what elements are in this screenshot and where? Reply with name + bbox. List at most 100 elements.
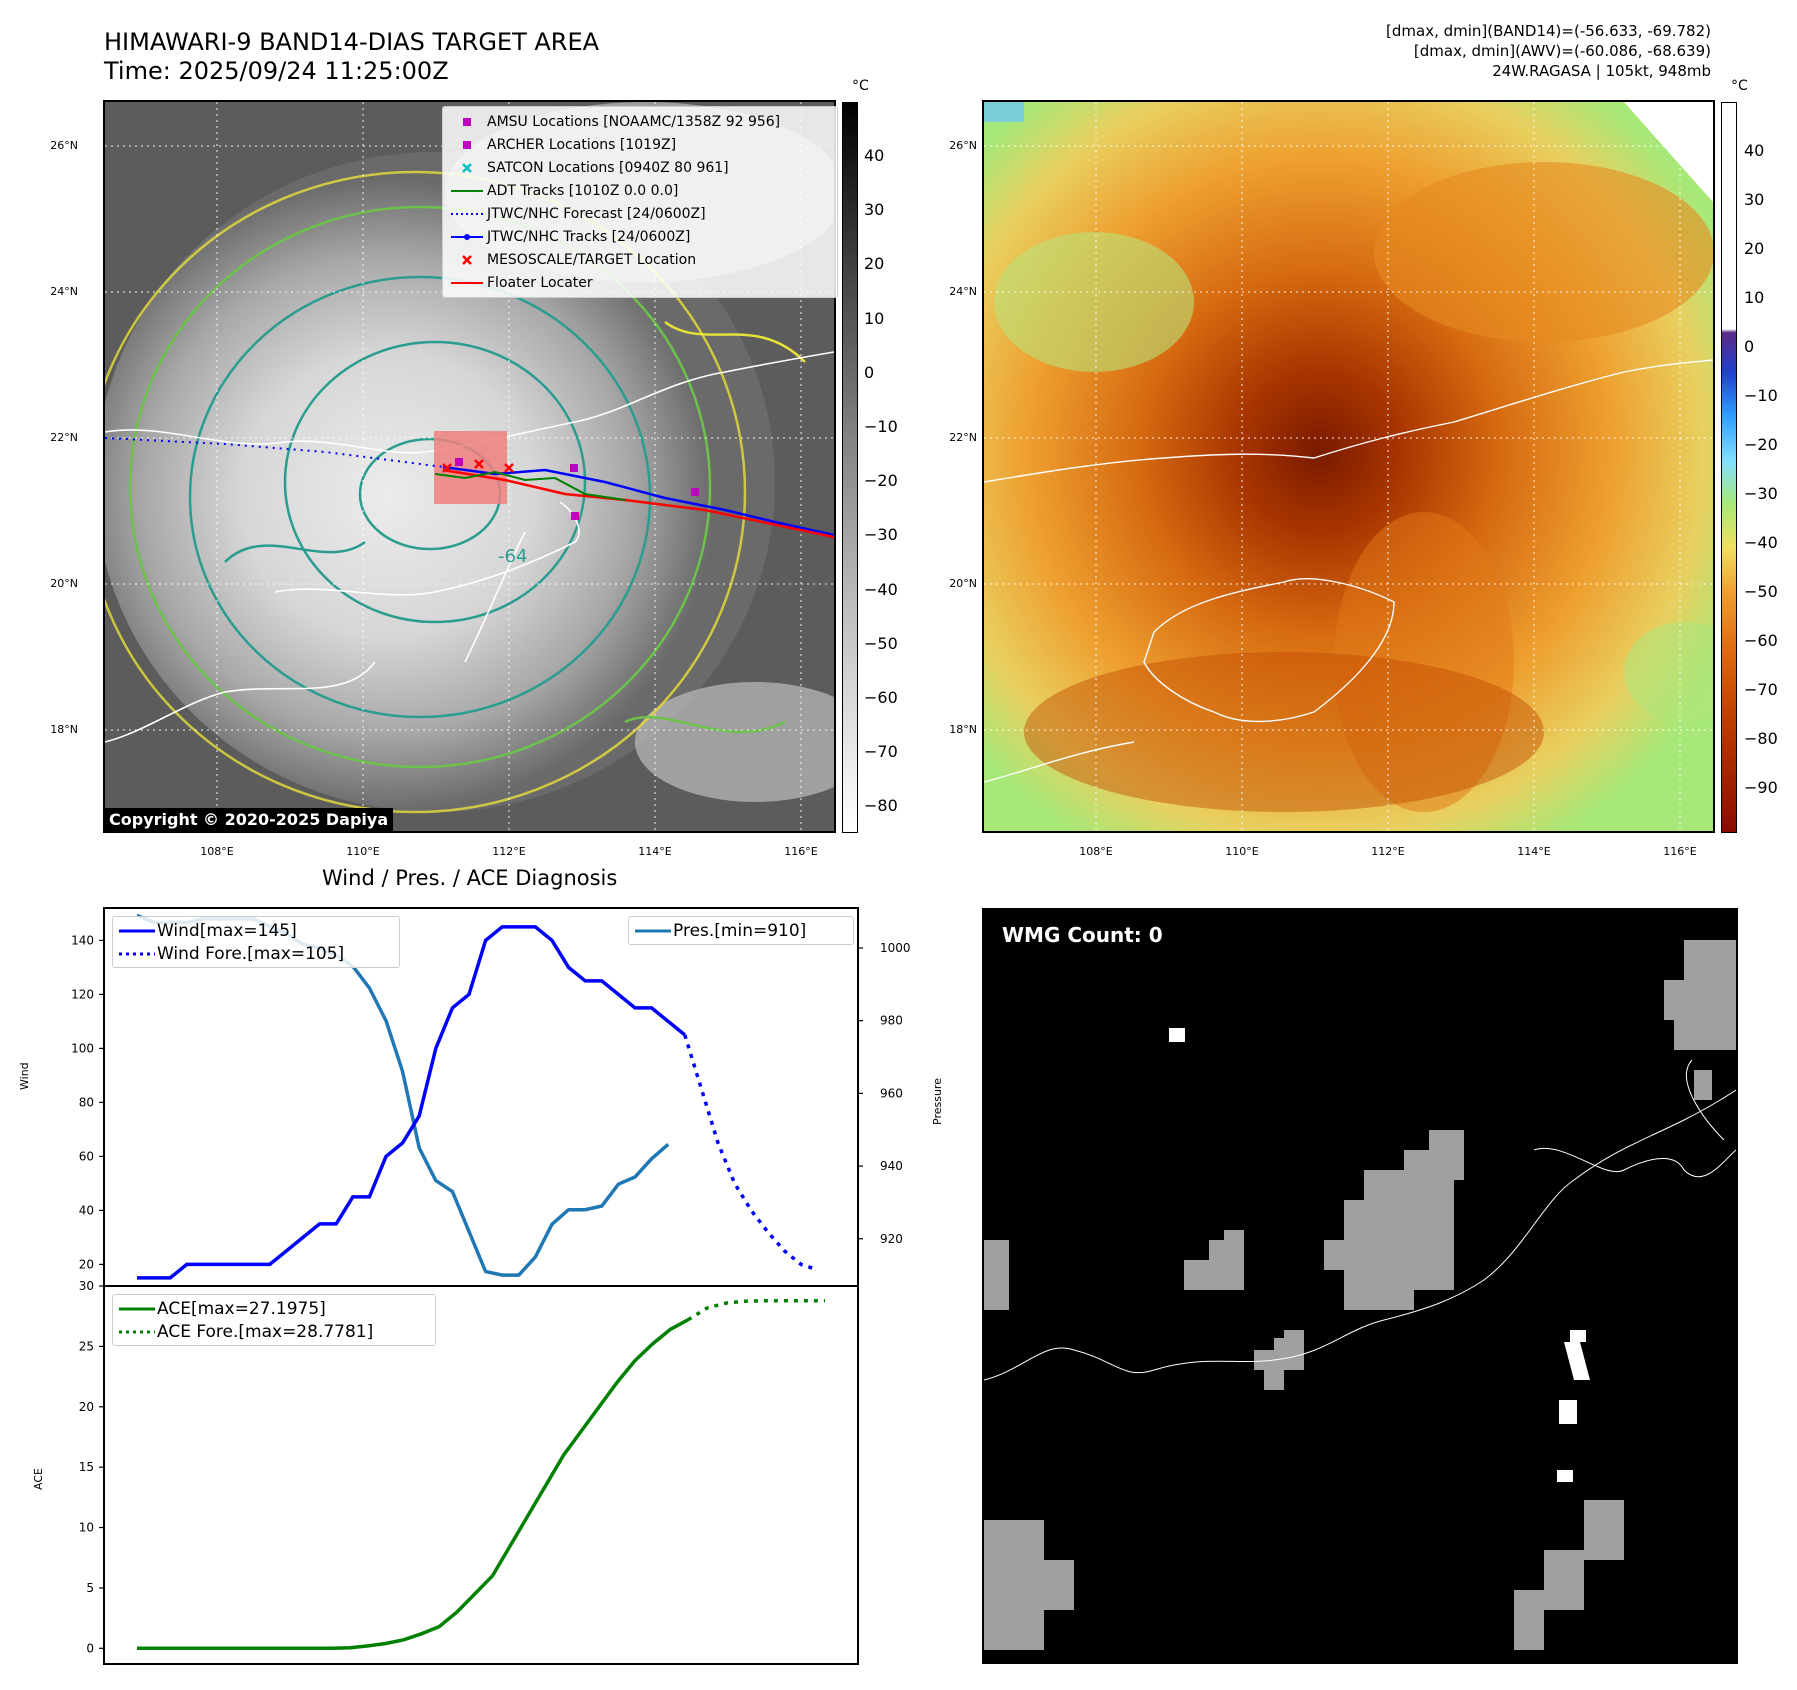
wmg-image (984, 940, 1736, 1650)
ace-tick-label: 25 (79, 1339, 94, 1353)
colorbar-tick: −80 (1744, 729, 1778, 748)
colorbar-tick: −70 (864, 742, 898, 762)
lat-label: 26°N (949, 139, 977, 152)
pressure-series-line (136, 913, 670, 1277)
lat-label: 22°N (949, 431, 977, 444)
colorbar-tick: 10 (864, 308, 885, 328)
colorbar-tick: −10 (1744, 386, 1778, 405)
info-awv-range: [dmax, dmin](AWV)=(-60.086, -68.639) (1413, 42, 1711, 60)
pressure-tick-label: 980 (880, 1014, 903, 1028)
colorbar-unit: °C (852, 78, 869, 94)
lat-label: 24°N (50, 285, 78, 298)
legend-item: MESOSCALE/TARGET Location (447, 248, 833, 271)
colorbar-unit: °C (1731, 78, 1748, 94)
wind-tick-label: 60 (79, 1149, 94, 1163)
legend-item: SATCON Locations [0940Z 80 961] (447, 156, 833, 179)
lat-label: 22°N (50, 431, 78, 444)
pressure-tick-label: 920 (880, 1232, 903, 1246)
ace-axis-label: ACE (32, 1468, 45, 1490)
wind-tick-label: 100 (71, 1041, 94, 1055)
ace-forecast-line (687, 1299, 825, 1322)
pressure-tick-label: 1000 (880, 941, 911, 955)
colorbar-tick: 30 (864, 200, 885, 220)
colorbar-tick: −40 (1744, 533, 1778, 552)
colorbar-tick: −90 (1744, 778, 1778, 797)
ace-tick-label: 30 (79, 1279, 94, 1293)
ace-tick-label: 0 (86, 1641, 94, 1655)
legend-item: JTWC/NHC Forecast [24/0600Z] (451, 205, 706, 222)
map-legend: AMSU Locations [NOAAMC/1358Z 92 956] ARC… (442, 106, 838, 298)
info-storm: 24W.RAGASA | 105kt, 948mb (1492, 62, 1711, 80)
diagnosis-title: Wind / Pres. / ACE Diagnosis (322, 866, 618, 890)
colorbar-tick: −80 (864, 796, 898, 816)
lon-label: 114°E (638, 845, 672, 858)
colorbar-tick: 20 (1744, 239, 1765, 258)
wmg-count-label: WMG Count: 0 (1002, 923, 1163, 947)
legend-item: ARCHER Locations [1019Z] (447, 133, 833, 156)
colorbar-tick: −30 (1744, 484, 1778, 503)
legend-item: Floater Locater (451, 274, 593, 291)
colorbar-tick: 40 (1744, 141, 1765, 160)
copyright-badge: Copyright © 2020-2025 Dapiya (104, 808, 394, 831)
colorbar-tick: 30 (1744, 190, 1765, 209)
ace-tick-label: 20 (79, 1400, 94, 1414)
wind-tick-label: 120 (71, 987, 94, 1001)
ace-tick-label: 5 (86, 1581, 94, 1595)
colorbar-tick: −50 (864, 633, 898, 653)
wmg-panel (982, 908, 1738, 1664)
colorbar-tick: −50 (1744, 582, 1778, 601)
pressure-legend: Pres.[min=910] (628, 916, 854, 945)
wind-tick-label: 140 (71, 933, 94, 947)
lat-label: 20°N (50, 577, 78, 590)
ace-tick-label: 15 (79, 1460, 94, 1474)
lat-label: 18°N (949, 723, 977, 736)
colorbar-tick: −20 (864, 471, 898, 491)
wind-tick-label: 20 (79, 1257, 94, 1271)
lon-label: 114°E (1517, 845, 1551, 858)
ace-series-line (137, 1318, 689, 1651)
colorbar-tick: 10 (1744, 288, 1765, 307)
lon-label: 108°E (1079, 845, 1113, 858)
lon-label: 110°E (1225, 845, 1259, 858)
lat-label: 26°N (50, 139, 78, 152)
colorbar-tick: 0 (864, 362, 875, 382)
legend-item: ADT Tracks [1010Z 0.0 0.0] (451, 182, 679, 199)
wind-forecast-line (683, 1034, 819, 1272)
awv-map-panel (982, 100, 1715, 833)
wind-tick-label: 40 (79, 1203, 94, 1217)
legend-item: AMSU Locations [NOAAMC/1358Z 92 956] (447, 110, 833, 133)
legend-item: JTWC/NHC Tracks [24/0600Z] (447, 225, 833, 248)
ace-plot-frame (103, 1285, 859, 1665)
colorbar-tick: −30 (864, 525, 898, 545)
lat-label: 24°N (949, 285, 977, 298)
lon-label: 116°E (784, 845, 818, 858)
pressure-tick-label: 960 (880, 1086, 903, 1100)
pressure-tick-label: 940 (880, 1159, 903, 1173)
colorbar-tick: −40 (864, 579, 898, 599)
lon-label: 112°E (492, 845, 526, 858)
awv-colorbar (1721, 102, 1737, 833)
awv-map-image (984, 102, 1713, 831)
chart-time: Time: 2025/09/24 11:25:00Z (104, 57, 449, 85)
colorbar-tick: 20 (864, 254, 885, 274)
lat-label: 20°N (949, 577, 977, 590)
legend-item: ACE[max=27.1975] (119, 1298, 326, 1319)
ace-tick-label: 10 (79, 1521, 94, 1535)
colorbar-tick: −20 (1744, 435, 1778, 454)
wind-series-line (137, 925, 686, 1280)
ace-legend: ACE[max=27.1975] ACE Fore.[max=28.7781] (112, 1294, 436, 1346)
wind-tick-label: 80 (79, 1095, 94, 1109)
colorbar-tick: −70 (1744, 680, 1778, 699)
info-band14-range: [dmax, dmin](BAND14)=(-56.633, -69.782) (1386, 22, 1711, 40)
colorbar-tick: −10 (864, 417, 898, 436)
legend-item: Pres.[min=910] (635, 920, 807, 941)
legend-item: Wind[max=145] (119, 920, 297, 941)
contour-label: -64 (498, 546, 527, 567)
legend-item: ACE Fore.[max=28.7781] (119, 1321, 374, 1342)
colorbar-tick: −60 (864, 688, 898, 707)
ir-colorbar (842, 102, 858, 833)
colorbar-tick: 40 (864, 146, 885, 165)
lat-label: 18°N (50, 723, 78, 736)
chart-title: HIMAWARI-9 BAND14-DIAS TARGET AREA (104, 28, 600, 56)
lon-label: 116°E (1663, 845, 1697, 858)
